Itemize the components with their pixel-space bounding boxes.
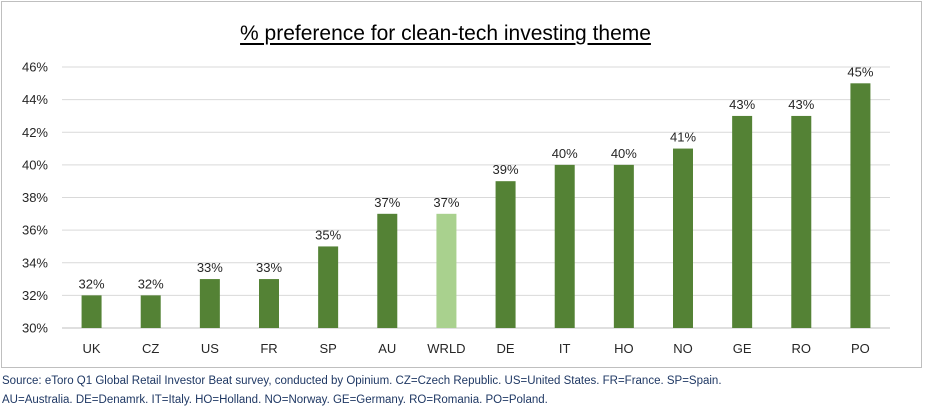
- data-label: 43%: [788, 97, 814, 112]
- bar-chart: 30% 32% 34% 36% 38% 40% 42% 44% 46% 32% UK 32% CZ 33%…: [22, 60, 890, 356]
- source-note-line-2: AU=Australia. DE=Denamrk. IT=Italy. HO=H…: [2, 394, 548, 406]
- bar: [377, 213, 398, 328]
- bar: [673, 148, 693, 328]
- x-tick-label: HO: [614, 341, 634, 356]
- bar: [791, 115, 812, 328]
- x-tick-label: CZ: [142, 341, 159, 356]
- data-label: 37%: [433, 195, 459, 210]
- data-label: 37%: [374, 195, 400, 210]
- data-label: 33%: [197, 260, 223, 275]
- data-label: 40%: [552, 146, 578, 161]
- source-note: Source: eToro Q1 Global Retail Investor …: [2, 372, 922, 410]
- y-tick-label: 44%: [22, 92, 48, 107]
- chart-title: % preference for clean-tech investing th…: [0, 22, 891, 46]
- x-tick-label: DE: [497, 341, 515, 356]
- bar: [436, 213, 457, 328]
- data-label: 40%: [611, 146, 637, 161]
- bar: [318, 246, 339, 328]
- bar: [140, 295, 161, 328]
- y-tick-label: 34%: [22, 255, 48, 270]
- x-tick-label: UK: [83, 341, 101, 356]
- bar: [259, 279, 279, 328]
- x-tick-label: SP: [319, 341, 336, 356]
- bar: [495, 181, 516, 328]
- y-tick-label: 36%: [22, 223, 48, 238]
- data-label: 32%: [79, 276, 105, 291]
- x-tick-label: PO: [851, 341, 870, 356]
- x-tick-label: GE: [733, 341, 752, 356]
- data-label: 33%: [256, 260, 282, 275]
- bar: [199, 279, 220, 328]
- data-label: 39%: [493, 162, 519, 177]
- data-label: 43%: [729, 97, 755, 112]
- x-tick-label: NO: [673, 341, 693, 356]
- data-label: 45%: [847, 64, 873, 79]
- data-label: 35%: [315, 227, 341, 242]
- x-tick-label: IT: [559, 341, 571, 356]
- bar: [81, 295, 102, 328]
- y-tick-label: 32%: [22, 288, 48, 303]
- x-tick-label: RO: [792, 341, 812, 356]
- bar: [613, 164, 634, 328]
- data-label: 41%: [670, 130, 696, 145]
- data-label: 32%: [138, 276, 164, 291]
- y-tick-label: 40%: [22, 157, 48, 172]
- x-tick-label: US: [201, 341, 219, 356]
- bar: [850, 83, 871, 328]
- source-note-line-1: Source: eToro Q1 Global Retail Investor …: [2, 375, 722, 387]
- y-tick-label: 30%: [22, 321, 48, 336]
- y-tick-label: 42%: [22, 125, 48, 140]
- x-tick-label: AU: [378, 341, 396, 356]
- y-tick-label: 46%: [22, 60, 48, 75]
- bar: [554, 164, 575, 328]
- x-tick-label: WRLD: [427, 341, 465, 356]
- bar: [732, 115, 753, 328]
- y-tick-label: 38%: [22, 190, 48, 205]
- chart-title-text: % preference for clean-tech investing th…: [240, 22, 651, 45]
- x-tick-label: FR: [260, 341, 277, 356]
